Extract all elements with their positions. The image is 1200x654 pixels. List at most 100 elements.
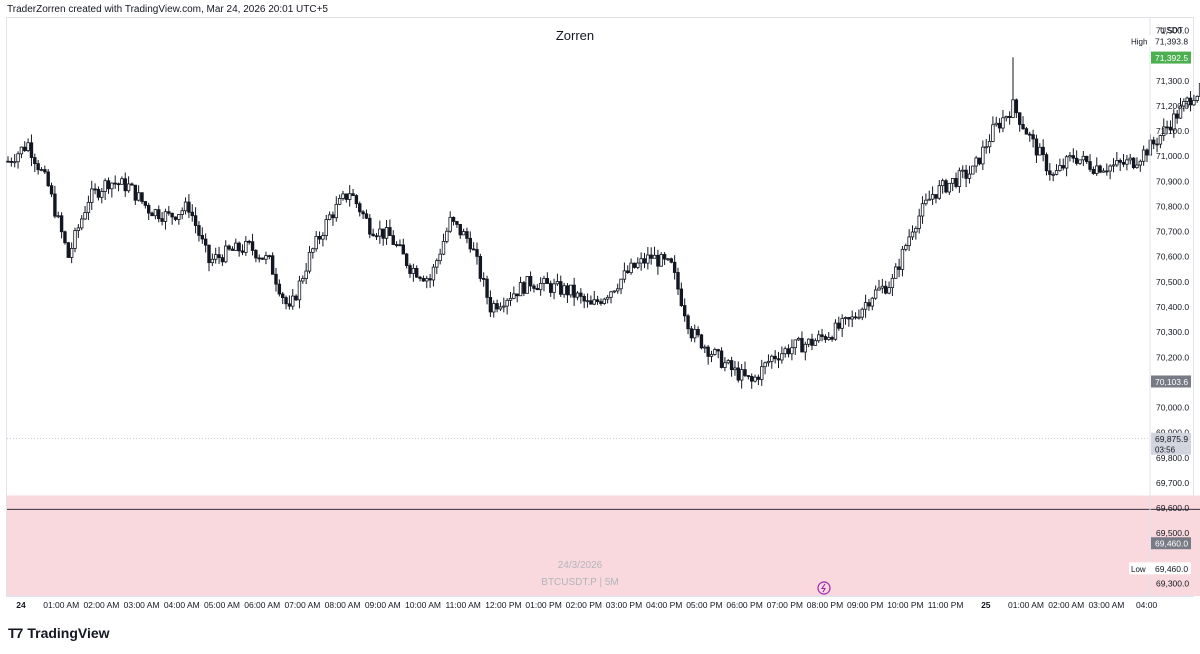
- candle-body: [1178, 105, 1183, 119]
- candle-body: [957, 170, 962, 187]
- candle-body: [408, 265, 412, 274]
- candle-body: [12, 161, 17, 164]
- candle-body: [341, 193, 345, 199]
- candle-body: [1028, 133, 1032, 136]
- candle-body: [280, 293, 285, 299]
- candle-body: [783, 348, 787, 355]
- candle-body: [1068, 155, 1072, 158]
- candle-body: [937, 185, 941, 199]
- candle-body: [532, 285, 536, 289]
- candle-body: [180, 210, 184, 215]
- candle-body: [599, 301, 603, 304]
- candle-body: [974, 157, 978, 167]
- candle-body: [1135, 164, 1139, 169]
- candle-body: [1091, 169, 1096, 174]
- x-tick-label: 12:00 PM: [485, 600, 521, 610]
- candle-body: [726, 360, 730, 364]
- candle-body: [629, 262, 633, 274]
- replay-bolt-icon: [820, 583, 826, 593]
- candle-body: [572, 284, 576, 298]
- x-tick-label: 10:00 AM: [405, 600, 441, 610]
- candle-body: [1172, 113, 1176, 131]
- candle-body: [1111, 164, 1116, 167]
- candle-body: [954, 177, 958, 187]
- low-label: Low: [1131, 565, 1146, 574]
- candle-body: [347, 193, 352, 200]
- candle-body: [193, 215, 198, 226]
- candle-body: [927, 198, 931, 201]
- candle-body: [331, 214, 335, 219]
- candle-body: [545, 278, 550, 284]
- candle-body: [559, 281, 563, 295]
- candle-body: [163, 211, 168, 222]
- stop-price-tag: 69,460.0: [1155, 539, 1188, 549]
- candle-body: [1182, 100, 1186, 107]
- candle-body: [914, 228, 918, 233]
- candle-body: [991, 124, 995, 142]
- candle-body: [810, 338, 814, 346]
- candles-layer: [6, 57, 1200, 389]
- candle-body: [565, 285, 570, 296]
- candle-body: [23, 146, 27, 151]
- candle-body: [317, 235, 322, 240]
- candle-body: [153, 209, 158, 217]
- candle-body: [173, 216, 178, 220]
- candle-body: [404, 253, 409, 267]
- y-tick-label: 70,200.0: [1156, 352, 1189, 362]
- candle-body: [361, 211, 365, 215]
- candle-body: [1074, 157, 1079, 164]
- candle-body: [421, 278, 426, 282]
- candle-body: [418, 276, 422, 279]
- candle-body: [1051, 173, 1055, 176]
- candle-body: [465, 231, 469, 239]
- candle-body: [351, 193, 355, 196]
- candle-body: [800, 337, 804, 353]
- candle-body: [425, 278, 429, 282]
- candle-body: [897, 266, 901, 270]
- candle-body: [850, 316, 854, 320]
- candle-body: [133, 184, 137, 201]
- candle-body: [971, 165, 975, 175]
- candle-body: [334, 203, 338, 219]
- candle-body: [1011, 99, 1015, 118]
- x-tick-label: 25: [981, 600, 991, 610]
- candle-body: [719, 350, 724, 368]
- candle-body: [448, 216, 452, 232]
- candle-body: [847, 317, 851, 320]
- candle-body: [1162, 126, 1166, 136]
- candle-body: [100, 191, 104, 198]
- candle-body: [224, 245, 228, 263]
- candle-body: [247, 240, 251, 243]
- candle-body: [394, 244, 399, 246]
- candle-body: [612, 290, 617, 293]
- candle-body: [495, 303, 499, 310]
- candle-body: [549, 283, 553, 293]
- low-label-bg: [1129, 562, 1151, 575]
- x-tick-label: 03:00 PM: [606, 600, 642, 610]
- candle-body: [780, 353, 784, 361]
- candle-body: [763, 362, 767, 368]
- candle-body: [860, 308, 864, 318]
- candle-body: [150, 212, 154, 217]
- candle-body: [967, 173, 972, 179]
- candle-body: [1131, 157, 1136, 169]
- candle-body: [987, 140, 992, 148]
- candle-body: [83, 212, 87, 220]
- candle-body: [187, 201, 191, 213]
- candle-body: [136, 192, 141, 201]
- candle-body: [863, 302, 868, 310]
- chart-title: Zorren: [555, 28, 595, 43]
- tradingview-logo[interactable]: T7 TradingView: [8, 625, 110, 641]
- y-tick-label: 71,300.0: [1156, 76, 1189, 86]
- y-tick-label: 71,500.0: [1156, 26, 1189, 36]
- candle-body: [16, 153, 20, 163]
- candle-body: [93, 188, 97, 191]
- x-tick-label: 06:00 AM: [244, 600, 280, 610]
- candle-body: [1128, 157, 1132, 161]
- x-tick-label: 11:00 AM: [446, 600, 481, 610]
- candle-body: [80, 218, 84, 229]
- candle-body: [770, 355, 774, 362]
- candle-body: [388, 227, 392, 236]
- candle-body: [669, 258, 673, 263]
